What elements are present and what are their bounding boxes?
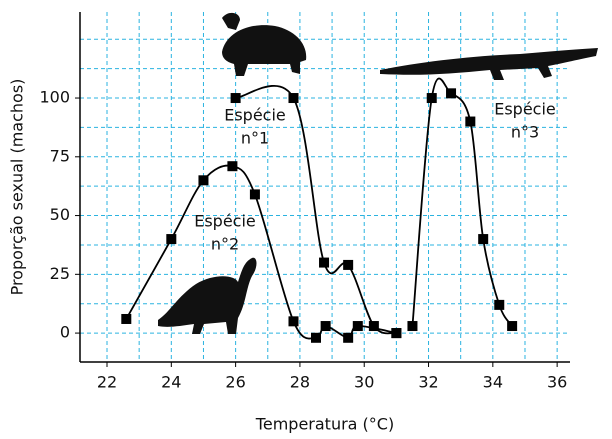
data-point bbox=[250, 189, 260, 199]
data-point bbox=[288, 316, 298, 326]
y-tick-label: 50 bbox=[50, 205, 70, 224]
x-tick-label: 26 bbox=[225, 373, 245, 392]
x-tick-label: 24 bbox=[161, 373, 181, 392]
annotation: Espécie bbox=[494, 100, 556, 119]
data-point bbox=[288, 93, 298, 103]
data-point bbox=[427, 93, 437, 103]
x-tick-label: 30 bbox=[354, 373, 374, 392]
y-tick-label: 100 bbox=[39, 88, 70, 107]
data-point bbox=[343, 333, 353, 343]
y-tick-label: 25 bbox=[50, 264, 70, 283]
data-point bbox=[231, 93, 241, 103]
data-point bbox=[391, 328, 401, 338]
data-point bbox=[321, 321, 331, 331]
annotation: Espécie bbox=[224, 106, 286, 125]
data-point bbox=[227, 161, 237, 171]
data-point bbox=[494, 300, 504, 310]
annotation: Espécie bbox=[194, 212, 256, 231]
y-tick-label: 75 bbox=[50, 146, 70, 165]
data-point bbox=[465, 117, 475, 127]
data-point bbox=[353, 321, 363, 331]
data-point bbox=[311, 333, 321, 343]
data-point bbox=[478, 234, 488, 244]
x-tick-label: 28 bbox=[290, 373, 310, 392]
x-tick-label: 36 bbox=[547, 373, 567, 392]
crocodile-silhouette bbox=[380, 48, 598, 80]
x-tick-label: 34 bbox=[483, 373, 503, 392]
x-tick-label: 32 bbox=[418, 373, 438, 392]
data-point bbox=[407, 321, 417, 331]
data-point bbox=[319, 258, 329, 268]
silhouettes bbox=[158, 13, 598, 334]
data-point bbox=[166, 234, 176, 244]
y-tick-label: 0 bbox=[60, 323, 70, 342]
data-point bbox=[343, 260, 353, 270]
x-axis-label: Temperatura (°C) bbox=[255, 415, 394, 434]
annotation: n°1 bbox=[241, 129, 269, 148]
data-point bbox=[507, 321, 517, 331]
annotation: n°2 bbox=[211, 235, 239, 254]
turtle-silhouette bbox=[158, 258, 257, 334]
chart: Temperatura (°C) Proporção sexual (macho… bbox=[0, 0, 612, 439]
tortoise-silhouette bbox=[222, 13, 306, 76]
y-axis-label: Proporção sexual (machos) bbox=[8, 79, 27, 296]
x-tick-label: 22 bbox=[97, 373, 117, 392]
data-point bbox=[446, 88, 456, 98]
annotation: n°3 bbox=[511, 123, 539, 142]
data-point bbox=[121, 314, 131, 324]
data-point bbox=[198, 175, 208, 185]
